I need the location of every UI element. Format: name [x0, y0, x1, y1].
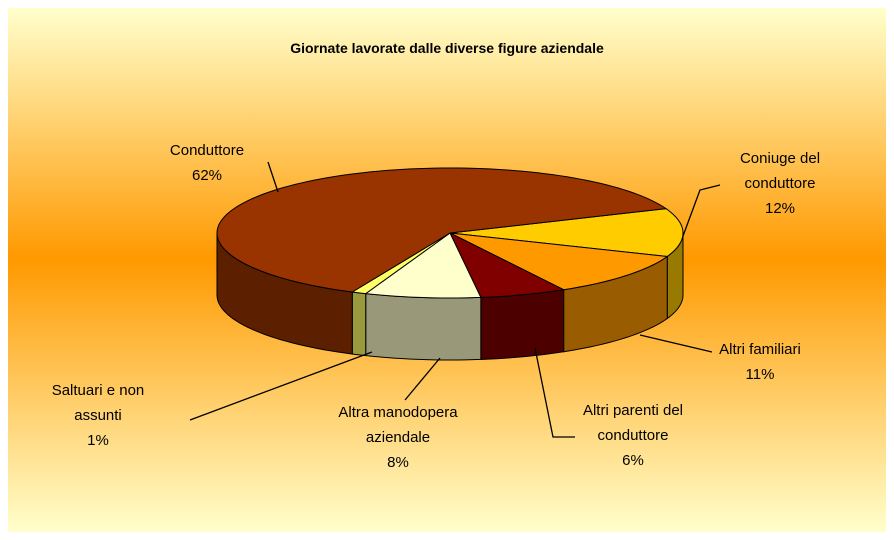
- leader-line: [189, 351, 373, 421]
- slice: [364, 232, 482, 299]
- leader-line: [267, 161, 279, 193]
- category-label: Altra manodopera aziendale: [338, 404, 458, 446]
- value-label: 12%: [764, 200, 796, 217]
- data-label: Altri parenti del conduttore 6%: [573, 398, 693, 473]
- value-label: 11%: [745, 366, 775, 383]
- chart-title: Giornate lavorate dalle diverse figure a…: [290, 40, 604, 56]
- data-label: Saltuari e non assunti 1%: [48, 378, 148, 453]
- pie: [216, 167, 684, 361]
- slice: [448, 231, 566, 298]
- data-label: Coniuge del conduttore 12%: [720, 146, 840, 221]
- category-label: Conduttore: [169, 142, 245, 159]
- value-label: 8%: [387, 454, 409, 471]
- data-label: Altra manodopera aziendale 8%: [338, 400, 458, 475]
- slice-side: [480, 289, 565, 360]
- data-label: Conduttore 62%: [147, 138, 267, 188]
- slice: [449, 232, 669, 291]
- category-label: Saltuari e non assunti: [51, 382, 145, 424]
- value-label: 1%: [87, 432, 109, 449]
- slice-side: [365, 293, 482, 361]
- value-label: 62%: [191, 167, 223, 184]
- slice-side: [351, 291, 367, 357]
- leader-line: [639, 334, 713, 353]
- value-label: 6%: [622, 452, 644, 469]
- leader-lines: [189, 161, 721, 438]
- slice: [449, 208, 684, 258]
- leader-line: [404, 357, 441, 401]
- category-label: Coniuge del conduttore: [739, 150, 821, 192]
- slice: [216, 167, 668, 293]
- category-label: Altri parenti del conduttore: [582, 402, 684, 444]
- category-label: Altri familiari: [719, 341, 801, 358]
- leader-line: [534, 347, 575, 438]
- data-label: Altri familiari 11%: [700, 337, 820, 387]
- leader-line: [682, 184, 721, 237]
